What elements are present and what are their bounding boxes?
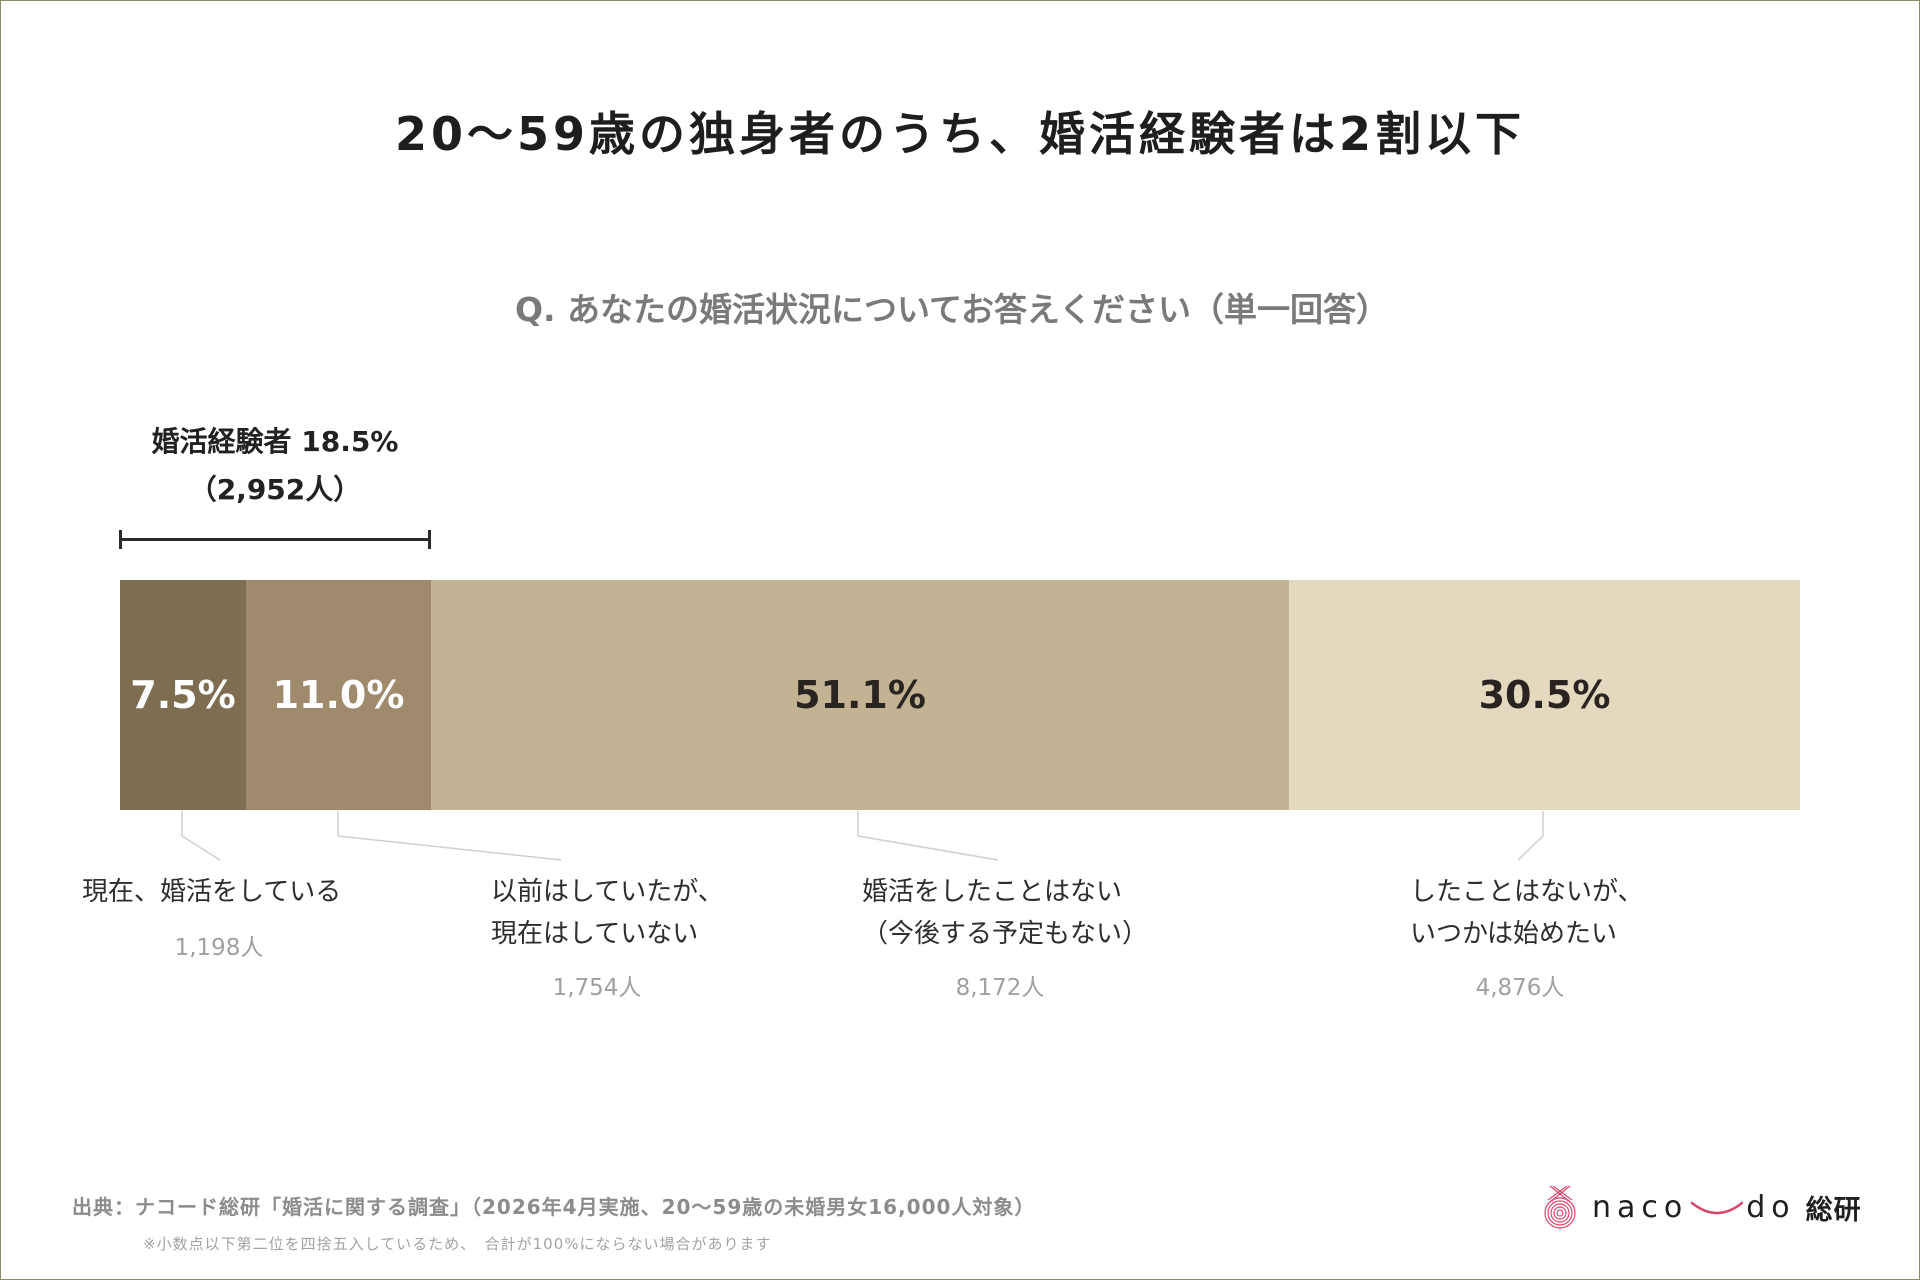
bar-segment-never-want-to-start: 30.5% <box>1289 580 1800 810</box>
category-count-never-no-plan: 8,172人 <box>955 975 1045 1001</box>
category-count-previously-active: 1,754人 <box>552 975 642 1001</box>
rounding-note: ※小数点以下第二位を四捨五入しているため、 合計が100%にならない場合がありま… <box>143 1235 772 1253</box>
segment-value-label: 30.5% <box>1478 673 1611 717</box>
category-count-want-to-start: 4,876人 <box>1475 975 1565 1001</box>
category-label-previously-active-line1: 以前はしていたが、 <box>491 877 724 907</box>
category-label-never-no-plan-line2: （今後する予定もない） <box>862 919 1149 949</box>
smile-curve-icon <box>1691 1201 1744 1215</box>
segment-value-label: 7.5% <box>130 673 236 717</box>
logo-wordmark: naco do 総研 <box>1592 1188 1862 1227</box>
bracket-tick-left <box>119 530 122 549</box>
question-subtitle: Q. あなたの婚活状況についてお答えください（単一回答） <box>514 290 1390 329</box>
logo-text-naco: naco <box>1592 1189 1689 1225</box>
stacked-bar: 7.5% 11.0% 51.1% 30.5% <box>120 580 1800 810</box>
category-count-currently-active: 1,198人 <box>174 935 264 961</box>
experienced-total-label: 婚活経験者 18.5% <box>151 425 399 458</box>
nacodo-soken-logo: naco do 総研 <box>1542 1184 1862 1230</box>
source-citation: 出典：ナコード総研「婚活に関する調査」（2026年4月実施、20～59歳の未婚男… <box>72 1195 1036 1219</box>
logo-text-do: do <box>1746 1189 1796 1225</box>
bar-segment-previously-active: 11.0% <box>246 580 431 810</box>
segment-value-label: 51.1% <box>794 673 926 717</box>
bar-segment-currently-active: 7.5% <box>120 580 246 810</box>
knot-logo-icon <box>1544 1185 1576 1229</box>
category-label-want-to-start-line2: いつかは始めたい <box>1410 919 1617 949</box>
category-label-currently-active: 現在、婚活をしている <box>82 877 342 907</box>
bracket-tick-right <box>428 530 431 549</box>
bar-segment-never-no-plan: 51.1% <box>431 580 1289 810</box>
category-label-never-no-plan-line1: 婚活をしたことはない <box>862 877 1123 907</box>
logo-text-soken: 総研 <box>1805 1194 1862 1226</box>
chart-title: 20～59歳の独身者のうち、婚活経験者は2割以下 <box>394 107 1526 161</box>
category-label-want-to-start-line1: したことはないが、 <box>1410 877 1644 907</box>
experienced-total-count: （2,952人） <box>188 473 362 506</box>
segment-value-label: 11.0% <box>272 673 405 717</box>
category-label-previously-active-line2: 現在はしていない <box>491 919 699 949</box>
bracket-line <box>120 538 430 541</box>
